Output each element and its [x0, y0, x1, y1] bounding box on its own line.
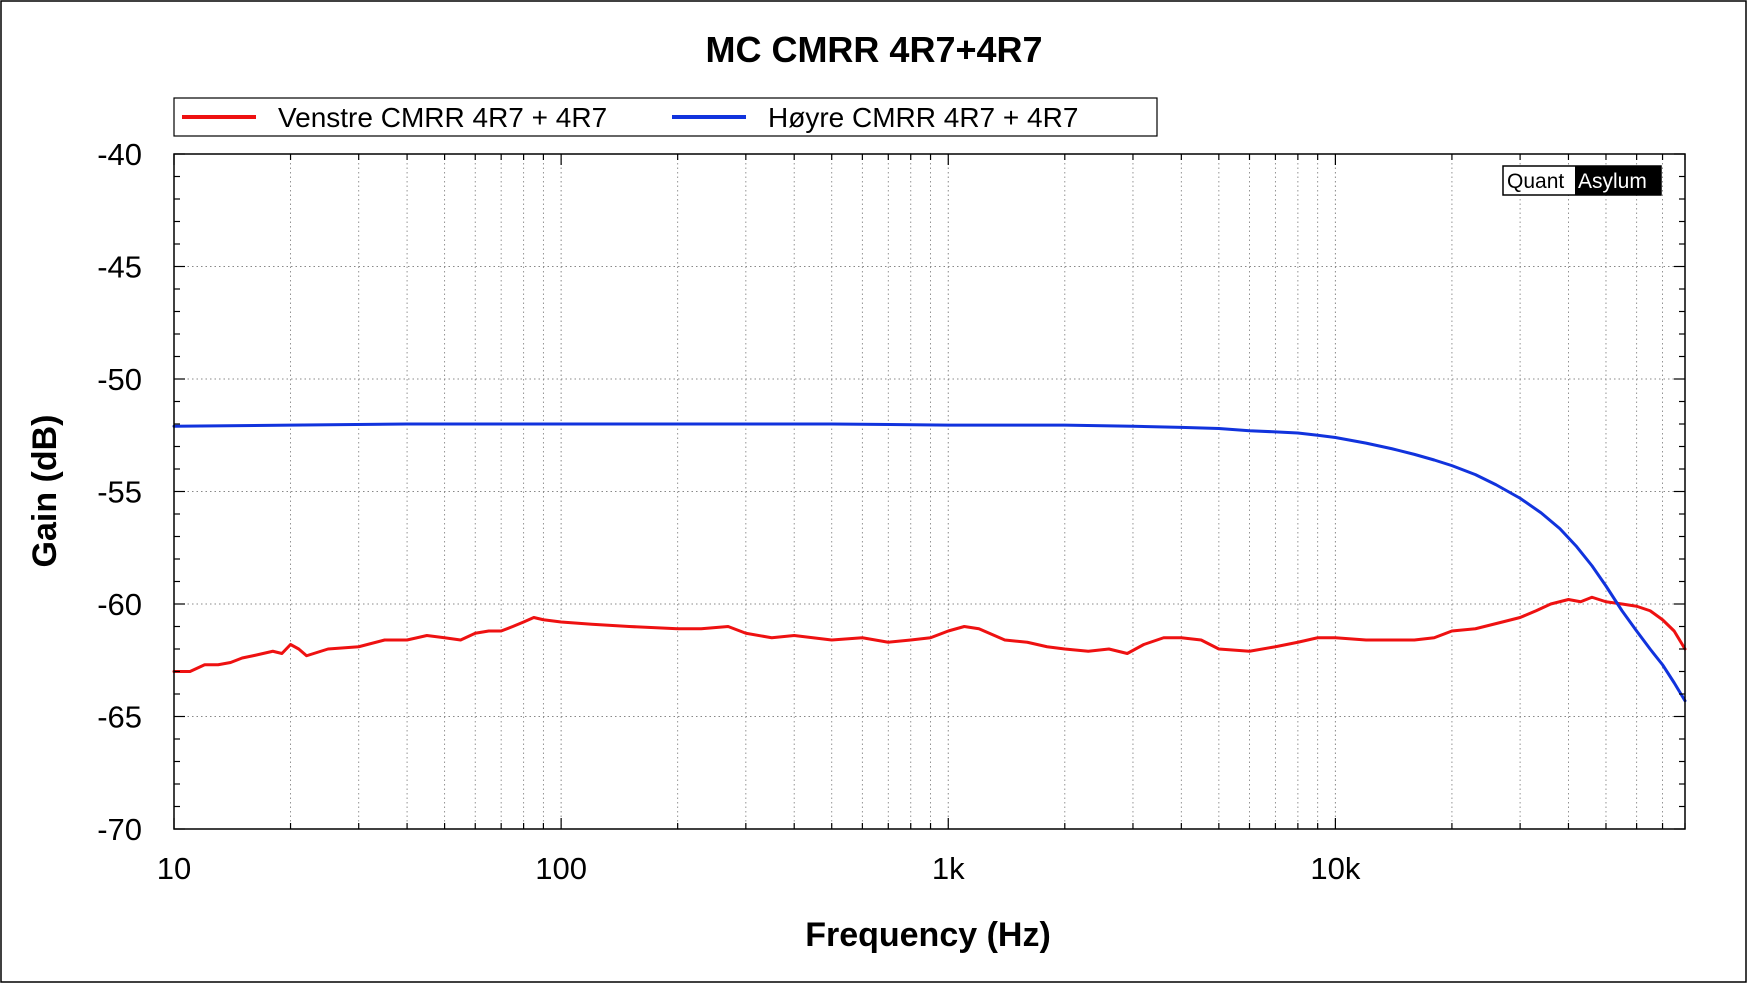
x-tick-label: 100	[535, 851, 587, 886]
x-tick-label: 1k	[932, 851, 965, 886]
series-layer	[172, 422, 1687, 703]
y-tick-label: -50	[97, 362, 142, 397]
legend-label-hoyre: Høyre CMRR 4R7 + 4R7	[768, 102, 1078, 133]
grid	[174, 154, 1685, 829]
legend: Venstre CMRR 4R7 + 4R7 Høyre CMRR 4R7 + …	[173, 97, 1158, 137]
watermark-asylum: Asylum	[1578, 170, 1647, 193]
chart-title: MC CMRR 4R7+4R7	[705, 29, 1042, 70]
legend-label-venstre: Venstre CMRR 4R7 + 4R7	[278, 102, 607, 133]
y-tick-label: -55	[97, 475, 142, 510]
y-tick-label: -45	[97, 250, 142, 285]
y-tick-label: -70	[97, 812, 142, 847]
ticks	[173, 153, 1686, 830]
y-tick-label: -40	[97, 137, 142, 172]
x-axis-title: Frequency (Hz)	[805, 916, 1051, 954]
x-tick-label: 10k	[1310, 851, 1360, 886]
series-line-venstre	[172, 595, 1687, 673]
watermark-quant: Quant	[1507, 170, 1564, 193]
y-tick-labels: -40 -45 -50 -55 -60 -65 -70	[97, 137, 142, 847]
y-tick-label: -65	[97, 700, 142, 735]
series-line-hoyre	[172, 422, 1687, 703]
y-tick-label: -60	[97, 587, 142, 622]
quantasylum-watermark: Quant Asylum	[1502, 165, 1662, 196]
x-tick-labels: 10 100 1k 10k	[157, 851, 1361, 886]
x-tick-label: 10	[157, 851, 191, 886]
y-axis-title: Gain (dB)	[26, 415, 64, 568]
